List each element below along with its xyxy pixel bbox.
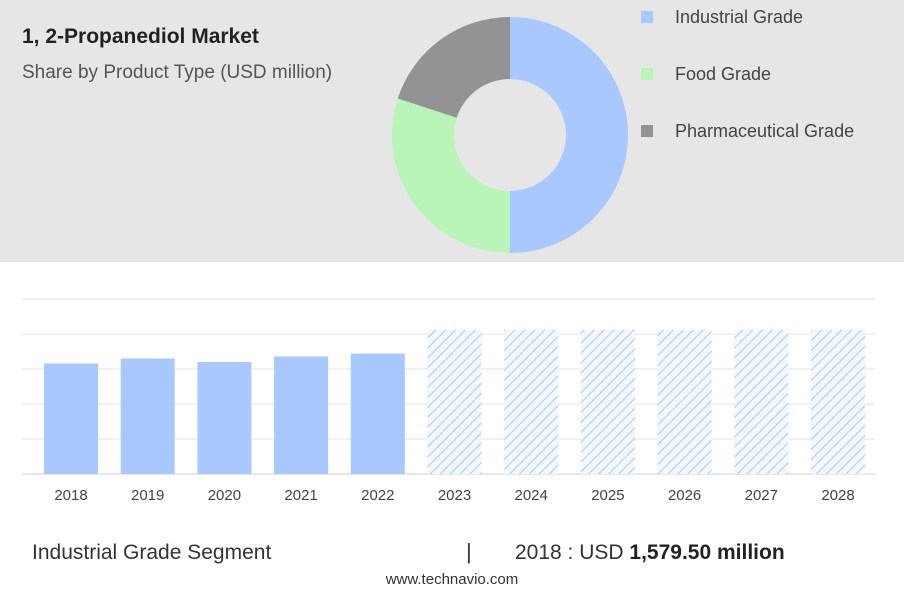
x-tick-labels: 2018 2019 2020 2021 2022 2023 2024 2025 2026 2027… [54, 487, 854, 504]
donut-slice-food-grade [392, 98, 510, 253]
legend-label-pharmaceutical-grade: Pharmaceutical Grade [675, 121, 855, 141]
legend-swatch-industrial-grade [641, 11, 653, 23]
x-tick-label-2024: 2024 [515, 487, 548, 504]
legend-label-industrial-grade: Industrial Grade [675, 7, 804, 27]
bar-chart: 2018 2019 2020 2021 2022 2023 2024 2025 2026 2027… [22, 298, 875, 504]
chart-title: 1, 2-Propanediol Market [22, 25, 259, 48]
legend-label-food-grade: Food Grade [675, 64, 772, 84]
legend-swatch-pharmaceutical-grade [641, 125, 653, 137]
x-tick-label-2025: 2025 [591, 487, 624, 504]
bars [44, 329, 865, 474]
x-tick-label-2026: 2026 [668, 487, 701, 504]
donut-slice-industrial-grade [510, 17, 628, 253]
footer-segment-label: Industrial Grade Segment [32, 541, 272, 564]
bar-2026 [657, 329, 712, 474]
bar-2020 [197, 362, 252, 474]
source-url: www.technavio.com [385, 571, 519, 588]
x-tick-label-2027: 2027 [745, 487, 778, 504]
bar-2028 [811, 329, 865, 474]
footer-value-prefix: 2018 : USD [515, 541, 630, 564]
legend-swatch-food-grade [641, 68, 653, 80]
bar-2019 [120, 358, 175, 474]
bar-2018 [44, 363, 98, 474]
chart-subtitle: Share by Product Type (USD million) [22, 62, 333, 83]
bar-2021 [274, 356, 329, 474]
x-tick-label-2020: 2020 [208, 487, 241, 504]
x-tick-label-2019: 2019 [131, 487, 164, 504]
x-tick-label-2018: 2018 [54, 487, 87, 504]
x-tick-label-2028: 2028 [821, 487, 854, 504]
bar-2024 [504, 329, 559, 474]
bar-2023 [427, 329, 482, 474]
donut-slice-pharmaceutical-grade [397, 17, 510, 118]
footer-value-amount: 1,579.50 million [629, 541, 785, 564]
bar-2027 [734, 329, 789, 474]
footer-divider: | [466, 539, 472, 564]
x-tick-label-2021: 2021 [284, 487, 317, 504]
bar-2025 [580, 329, 635, 474]
footer-value: 2018 : USD 1,579.50 million [515, 541, 785, 565]
x-tick-label-2022: 2022 [361, 487, 394, 504]
bar-2022 [350, 353, 405, 474]
donut-chart [392, 17, 628, 253]
x-tick-label-2023: 2023 [438, 487, 471, 504]
